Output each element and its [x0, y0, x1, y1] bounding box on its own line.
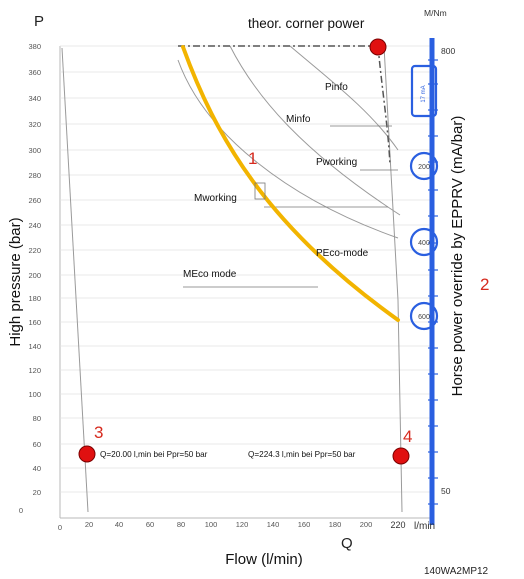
x-tick-label: 220: [390, 520, 405, 530]
value-circle-400: [409, 227, 439, 257]
right-tick-800: 800: [441, 46, 455, 56]
point4-annotation: Q=224.3 l,min bei Ppr=50 bar: [248, 450, 356, 459]
circle-value-400: 400: [418, 240, 430, 247]
x-tick-label: 100: [205, 520, 218, 529]
y-tick-labels: 380 360 340 320 300 280 260 240 220 200 …: [19, 42, 41, 515]
y-tick-label: 380: [28, 42, 41, 51]
circle-value-200: 200: [418, 164, 430, 171]
m-axis-label: M/Nm: [424, 8, 447, 18]
x-tick-label: 0: [58, 523, 62, 532]
x-tick-label: 180: [329, 520, 342, 529]
marker-3: 3: [94, 423, 103, 442]
point-3: [78, 445, 96, 463]
figure-code: 140WA2MP12: [424, 566, 489, 577]
meco-label: MEco mode: [183, 269, 237, 280]
y-tick-label: 260: [28, 196, 41, 205]
x-tick-labels: 0 20 40 60 80 100 120 140 160 180 200 22…: [58, 520, 406, 532]
value-circle-200: [409, 151, 439, 181]
y-tick-label: 180: [28, 294, 41, 303]
y-tick-label: 160: [28, 318, 41, 327]
y-tick-label: 80: [33, 414, 41, 423]
y-tick-label: 340: [28, 94, 41, 103]
x-tick-label: 80: [177, 520, 185, 529]
x-axis-title: Flow (l/min): [225, 551, 303, 568]
y-tick-label: 360: [28, 68, 41, 77]
mworking-box: [254, 182, 266, 200]
rounded-box-value: 17 mA: [421, 85, 427, 102]
y-tick-label: 60: [33, 440, 41, 449]
q-axis-label: Q: [341, 535, 353, 552]
rounded-value-box: [410, 64, 438, 118]
pworking-label: Pworking: [316, 157, 357, 168]
value-circle-600: [409, 301, 439, 331]
corner-power-line: [178, 45, 391, 166]
x-tick-label: 160: [298, 520, 311, 529]
reference-lines: [183, 125, 398, 288]
characteristic-curves: [61, 45, 403, 513]
y-tick-label: 220: [28, 246, 41, 255]
y-tick-label: 320: [28, 120, 41, 129]
right-tick-50: 50: [441, 486, 451, 496]
x-tick-label: 120: [236, 520, 249, 529]
point3-annotation: Q=20.00 l,min bei Ppr=50 bar: [100, 450, 208, 459]
highlight-curve: [181, 45, 400, 322]
y-tick-label: 120: [28, 366, 41, 375]
peco-label: PEco-mode: [316, 248, 369, 259]
grid-lines: [60, 45, 430, 493]
y-tick-label: 280: [28, 171, 41, 180]
curve-labels: Pinfo Minfo Pworking Mworking PEco-mode …: [183, 82, 369, 280]
corner-power-point: [369, 38, 387, 56]
curve-minfo: [229, 45, 401, 216]
right-axis-title: Horse power override by EPPRV (mA/bar): [449, 116, 466, 397]
y-tick-label: 100: [28, 390, 41, 399]
y-tick-label: 300: [28, 146, 41, 155]
y-tick-label: 20: [33, 488, 41, 497]
y-axis-title: High pressure (bar): [7, 217, 24, 346]
y-tick-label: 40: [33, 464, 41, 473]
x-tick-label: 140: [267, 520, 280, 529]
y-tick-label: 240: [28, 221, 41, 230]
minfo-label: Minfo: [286, 114, 311, 125]
p-axis-label: P: [34, 13, 44, 30]
y-tick-label: 200: [28, 271, 41, 280]
curve-pworking: [177, 59, 399, 239]
y-tick-label: 140: [28, 342, 41, 351]
pinfo-label: Pinfo: [325, 82, 348, 93]
x-tick-label: 20: [85, 520, 93, 529]
point-4: [392, 447, 410, 465]
circle-value-600: 600: [418, 314, 430, 321]
y-tick-label: 0: [19, 506, 23, 515]
curve-left-flow: [61, 47, 89, 513]
marker-1: 1: [248, 149, 257, 168]
marker-4: 4: [403, 427, 412, 446]
curve-right-flow: [383, 45, 403, 513]
red-markers: 1 2 3 4: [94, 149, 489, 446]
x-tick-label: 60: [146, 520, 154, 529]
marker-2: 2: [480, 275, 489, 294]
x-tick-label: 40: [115, 520, 123, 529]
x-tick-label: 200: [360, 520, 373, 529]
mworking-label: Mworking: [194, 193, 237, 204]
corner-power-label: theor. corner power: [248, 16, 365, 31]
lmin-label: l/min: [414, 521, 435, 532]
